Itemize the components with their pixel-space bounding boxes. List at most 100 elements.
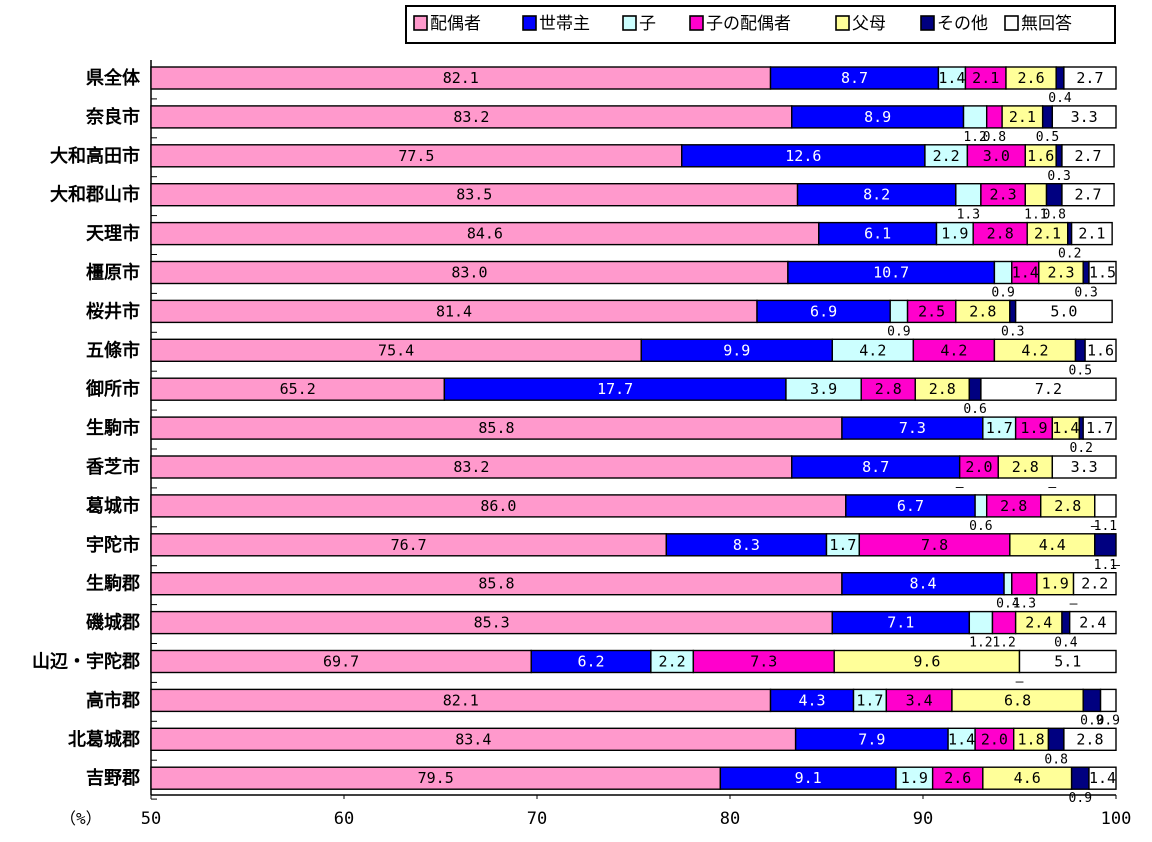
data-label: 4.2 — [1021, 341, 1048, 359]
data-label: 2.6 — [944, 769, 971, 787]
data-label: 7.8 — [921, 536, 948, 554]
bar-segment — [1061, 610, 1071, 635]
data-label: 3.0 — [983, 147, 1010, 165]
data-label: 2.1 — [972, 69, 999, 87]
data-label: 6.2 — [577, 653, 604, 671]
data-label: 0.9 — [991, 286, 1014, 301]
data-label: 2.8 — [1000, 497, 1027, 515]
bar-segment — [1014, 299, 1113, 324]
legend-label: 父母 — [852, 14, 886, 34]
data-label: 65.2 — [280, 380, 316, 398]
data-label: 2.4 — [1079, 614, 1106, 632]
data-label: 1.3 — [1013, 597, 1036, 612]
data-label: 0.4 — [996, 597, 1020, 612]
data-label: 1.7 — [986, 419, 1013, 437]
data-label: 0.9 — [1069, 791, 1092, 806]
data-label: 8.3 — [733, 536, 760, 554]
data-label: 3.3 — [1071, 108, 1098, 126]
data-label: 4.3 — [798, 691, 825, 709]
data-label: 7.1 — [887, 614, 914, 632]
data-label: 1.9 — [901, 769, 928, 787]
category-label: 香芝市 — [85, 456, 140, 478]
legend-swatch — [622, 15, 637, 31]
bar-segment — [1082, 416, 1117, 440]
category-label: 天理市 — [86, 223, 140, 245]
data-label: 2.7 — [1074, 186, 1101, 204]
data-label: – — [1091, 519, 1099, 534]
category-label: 山辺・宇陀郡 — [32, 651, 140, 673]
category-label: 生駒郡 — [86, 573, 140, 595]
data-label: 0.9 — [887, 324, 910, 339]
bar-segment — [1068, 610, 1117, 635]
category-label: 大和高田市 — [50, 145, 140, 167]
data-label: 1.4 — [1089, 769, 1116, 787]
legend-swatch — [413, 15, 428, 31]
bar-segment — [1055, 66, 1065, 90]
data-label: 2.2 — [933, 147, 960, 165]
bar-segment — [1088, 260, 1117, 285]
data-label: 1.7 — [829, 536, 856, 554]
data-label: 83.2 — [453, 108, 489, 126]
data-label: 9.6 — [913, 653, 940, 671]
bar-segment — [1051, 105, 1117, 129]
data-label: 7.3 — [750, 653, 777, 671]
data-label: 0.5 — [1069, 363, 1092, 378]
legend-label: 子の配偶者 — [706, 14, 791, 34]
data-label: 2.8 — [1076, 730, 1103, 748]
data-label: – — [1048, 480, 1056, 495]
legend-swatch — [689, 15, 704, 31]
data-label: 2.8 — [1012, 458, 1039, 476]
data-label: 0.2 — [1070, 441, 1093, 456]
bar-segment — [1047, 727, 1065, 751]
data-label: 0.9 — [1080, 713, 1103, 728]
data-label: 82.1 — [443, 69, 479, 87]
data-label: 1.5 — [1089, 264, 1116, 282]
data-label: 0.2 — [1058, 247, 1081, 262]
bar-segment — [962, 105, 988, 129]
bar-segment — [1024, 182, 1048, 207]
data-label: 2.6 — [1018, 69, 1045, 87]
data-label: 6.1 — [864, 225, 891, 243]
bar-segment — [1055, 144, 1063, 168]
data-label: 85.8 — [478, 419, 514, 437]
bar-segment — [1051, 455, 1117, 479]
category-label: 橿原市 — [86, 262, 140, 284]
bar-segment — [974, 494, 988, 518]
bar-segment — [1003, 572, 1013, 596]
data-label: 5.0 — [1050, 302, 1077, 320]
legend-label: 子 — [639, 14, 656, 34]
bar-segment — [1072, 572, 1117, 596]
data-label: 79.5 — [418, 769, 454, 787]
data-label: 0.6 — [963, 402, 986, 417]
bar-segment — [1063, 727, 1117, 751]
data-label: 76.7 — [391, 536, 427, 554]
bar-segment — [1094, 533, 1117, 557]
bar-segment — [955, 182, 982, 207]
legend-label: 世帯主 — [539, 14, 590, 34]
data-label: 1.6 — [1027, 147, 1054, 165]
x-tick-label: 60 — [334, 809, 354, 829]
data-label: 17.7 — [597, 380, 633, 398]
legend: 配偶者 世帯主 子 子の配偶者 父母 その他 無回答 — [405, 5, 1116, 44]
data-label: 2.8 — [1054, 497, 1081, 515]
data-label: 1.3 — [957, 208, 980, 223]
data-label: 1.1 — [1024, 208, 1047, 223]
bar-segment — [1099, 688, 1117, 713]
data-label: 85.8 — [478, 575, 514, 593]
data-label: 7.9 — [858, 730, 885, 748]
bar-segment — [993, 260, 1013, 285]
data-label: 10.7 — [873, 264, 909, 282]
bar-segment — [991, 610, 1017, 635]
data-label: 0.5 — [1036, 130, 1059, 145]
category-label: 北葛城郡 — [68, 728, 140, 750]
bar-segment — [1045, 182, 1063, 207]
data-label: 2.3 — [990, 186, 1017, 204]
data-label: 77.5 — [398, 147, 434, 165]
data-label: 6.9 — [810, 302, 837, 320]
data-label: 2.8 — [929, 380, 956, 398]
data-label: – — [956, 480, 964, 495]
data-label: 0.4 — [1048, 91, 1072, 106]
data-label: 75.4 — [378, 341, 414, 359]
data-label: 8.7 — [862, 458, 889, 476]
